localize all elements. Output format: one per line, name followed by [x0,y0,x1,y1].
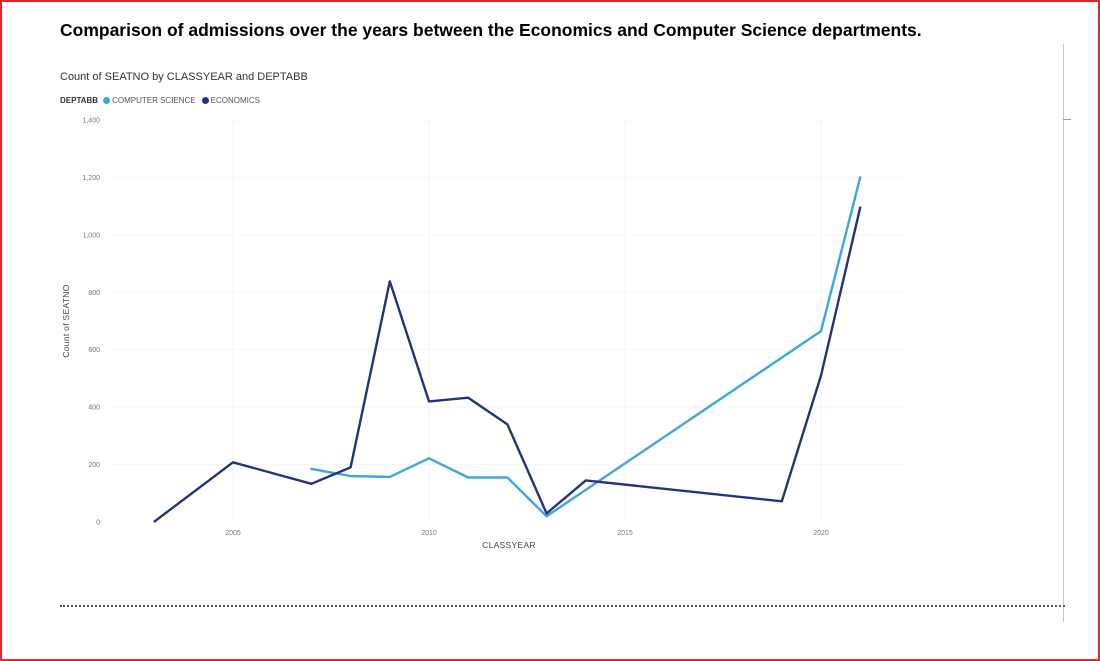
y-tick-label: 1,000 [82,232,100,239]
y-tick-label: 0 [96,520,100,527]
y-tick-label: 400 [88,405,100,412]
legend-label: ECONOMICS [210,96,260,105]
x-tick-label: 2015 [617,530,633,537]
x-tick-label: 2010 [421,530,437,537]
x-tick-label: 2005 [225,530,241,537]
legend-marker-icon [201,97,209,104]
legend-marker-icon [103,97,111,104]
x-tick-label: 2020 [813,530,829,537]
legend-label: COMPUTER SCIENCE [112,96,196,105]
y-tick-label: 200 [88,462,100,469]
page-divider-vertical [1063,44,1064,622]
page-divider-tick [1063,119,1071,120]
y-tick-label: 600 [88,347,100,354]
y-tick-label: 1,400 [82,118,100,125]
x-axis-title: CLASSYEAR [482,540,536,550]
document-title: Comparison of admissions over the years … [60,20,922,40]
legend-item-economics[interactable]: ECONOMICS [201,96,260,105]
series-line-economics [153,206,862,523]
y-axis-title: Count of SEATNO [61,284,71,357]
chart-legend: DEPTABB COMPUTER SCIENCE ECONOMICS [60,96,266,105]
dotted-separator [60,605,1065,607]
chart-title: Count of SEATNO by CLASSYEAR and DEPTABB [60,71,308,83]
legend-item-computer-science[interactable]: COMPUTER SCIENCE [103,96,196,105]
y-tick-label: 800 [88,290,100,297]
legend-title: DEPTABB [60,96,99,105]
series-line-computer-science [310,176,862,518]
y-tick-label: 1,200 [82,175,100,182]
